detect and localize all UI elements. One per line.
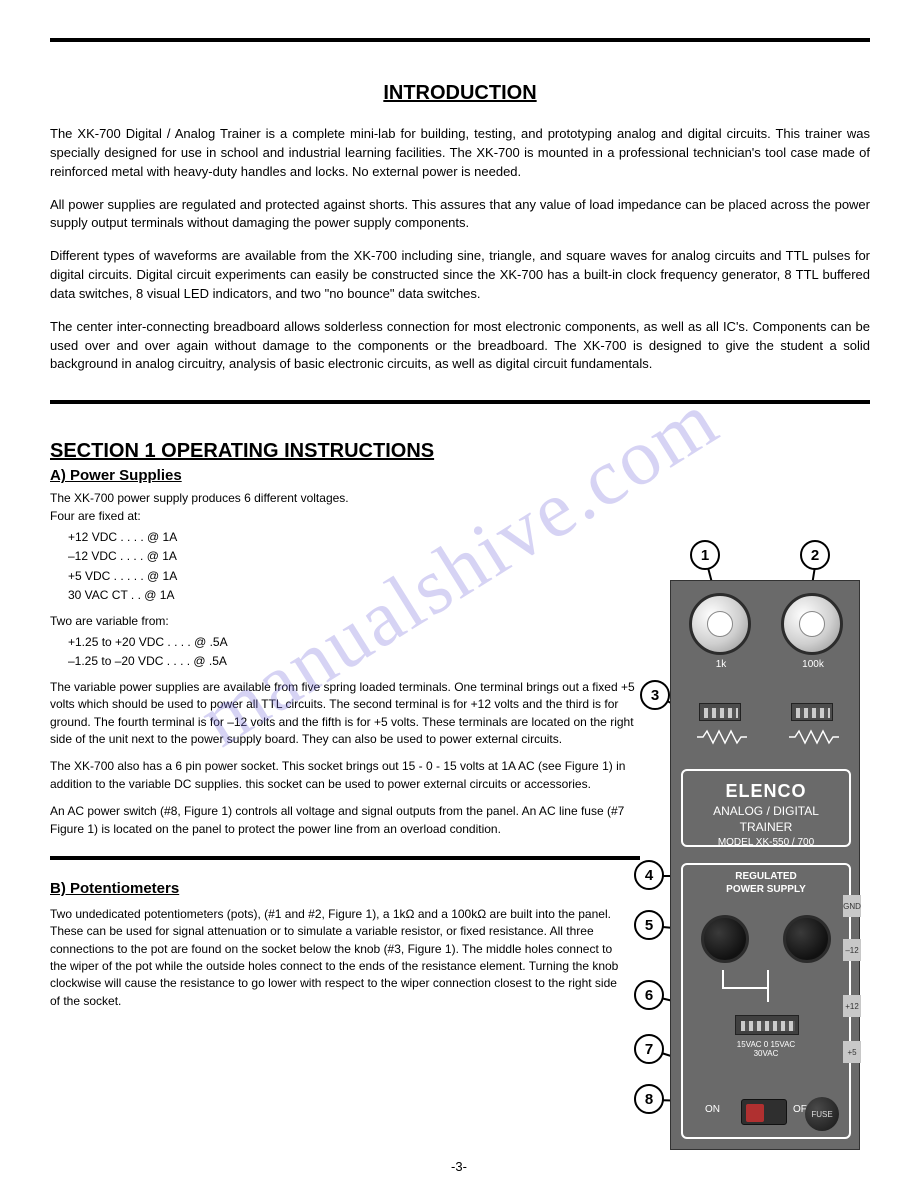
ps-two-var: Two are variable from:: [50, 614, 169, 628]
fixed-3: 30 VAC CT . . @ 1A: [68, 587, 640, 604]
trainer-panel: 1k 100k ELENCO ANALOG / DIGITAL TRAINER …: [670, 580, 860, 1150]
pot1-socket: [699, 703, 741, 721]
ps-ac-switch: An AC power switch (#8, Figure 1) contro…: [50, 803, 640, 838]
intro-body: The XK-700 Digital / Analog Trainer is a…: [50, 125, 870, 374]
pot2-socket: [791, 703, 833, 721]
callout-6: 6: [634, 980, 664, 1010]
ps-body: The XK-700 power supply produces 6 diffe…: [50, 490, 640, 838]
tag-neg12: –12: [843, 939, 861, 961]
pot-heading: B) Potentiometers: [50, 878, 625, 900]
reg-title: REGULATED POWER SUPPLY: [683, 871, 849, 896]
pot-1k-label: 1k: [691, 659, 751, 670]
intro-p4: The center inter-connecting breadboard a…: [50, 318, 870, 375]
pot-100k-knob: [781, 593, 843, 655]
intro-p3: Different types of waveforms are availab…: [50, 247, 870, 304]
switch-row: ON OFF FUSE: [683, 1097, 849, 1133]
callout-3: 3: [640, 680, 670, 710]
pot-100k-label: 100k: [783, 659, 843, 670]
on-label: ON: [705, 1104, 720, 1115]
brand-sub: ANALOG / DIGITAL TRAINER: [683, 803, 849, 835]
model-text: MODEL XK-550 / 700: [683, 836, 849, 850]
pot-body: Two undedicated potentiometers (pots), (…: [50, 906, 625, 1010]
power-switch: [741, 1099, 787, 1125]
ac-label: 15VAC 0 15VAC 30VAC: [683, 1040, 849, 1058]
callout-1: 1: [690, 540, 720, 570]
resistor-symbol-1: [697, 729, 747, 745]
regulated-box: REGULATED POWER SUPPLY 15VAC 0 15VAC 30V…: [681, 863, 851, 1139]
callout-2: 2: [800, 540, 830, 570]
fixed-0: +12 VDC . . . . @ 1A: [68, 529, 640, 546]
supply-trace: [688, 970, 848, 1010]
lower-rule: [50, 856, 640, 860]
callout-7: 7: [634, 1034, 664, 1064]
mid-rule: [50, 400, 870, 404]
var-1: –1.25 to –20 VDC . . . . @ .5A: [68, 653, 640, 670]
tag-gnd: GND: [843, 895, 861, 917]
pos-adjust-knob: [783, 915, 831, 963]
ps-intro-line: The XK-700 power supply produces 6 diffe…: [50, 491, 349, 505]
callout-8: 8: [634, 1084, 664, 1114]
panel-figure: 1k 100k ELENCO ANALOG / DIGITAL TRAINER …: [640, 540, 870, 1160]
intro-p2: All power supplies are regulated and pro…: [50, 196, 870, 234]
ps-six-pin: The XK-700 also has a 6 pin power socket…: [50, 758, 640, 793]
pot-1k-knob: [689, 593, 751, 655]
fixed-2: +5 VDC . . . . . @ 1A: [68, 568, 640, 585]
section-b: B) Potentiometers Two undedicated potent…: [50, 878, 625, 1010]
var-0: +1.25 to +20 VDC . . . . @ .5A: [68, 634, 640, 651]
callout-4: 4: [634, 860, 664, 890]
section1-title: SECTION 1 OPERATING INSTRUCTIONS: [50, 440, 640, 463]
ps-four-fixed: Four are fixed at:: [50, 509, 141, 523]
power-socket: [735, 1015, 799, 1035]
brand-box: ELENCO ANALOG / DIGITAL TRAINER MODEL XK…: [681, 769, 851, 847]
tag-pos5: +5: [843, 1041, 861, 1063]
fixed-1: –12 VDC . . . . @ 1A: [68, 548, 640, 565]
fuse-holder: FUSE: [805, 1097, 839, 1131]
intro-p1: The XK-700 Digital / Analog Trainer is a…: [50, 125, 870, 182]
brand-text: ELENCO: [683, 779, 849, 803]
ps-heading: A) Power Supplies: [50, 467, 640, 484]
page-number: -3-: [451, 1159, 467, 1174]
ps-spring: The variable power supplies are availabl…: [50, 679, 640, 749]
callout-5: 5: [634, 910, 664, 940]
neg-adjust-knob: [701, 915, 749, 963]
tag-pos12: +12: [843, 995, 861, 1017]
top-rule: [50, 38, 870, 42]
intro-heading: INTRODUCTION: [50, 82, 870, 105]
resistor-symbol-2: [789, 729, 839, 745]
